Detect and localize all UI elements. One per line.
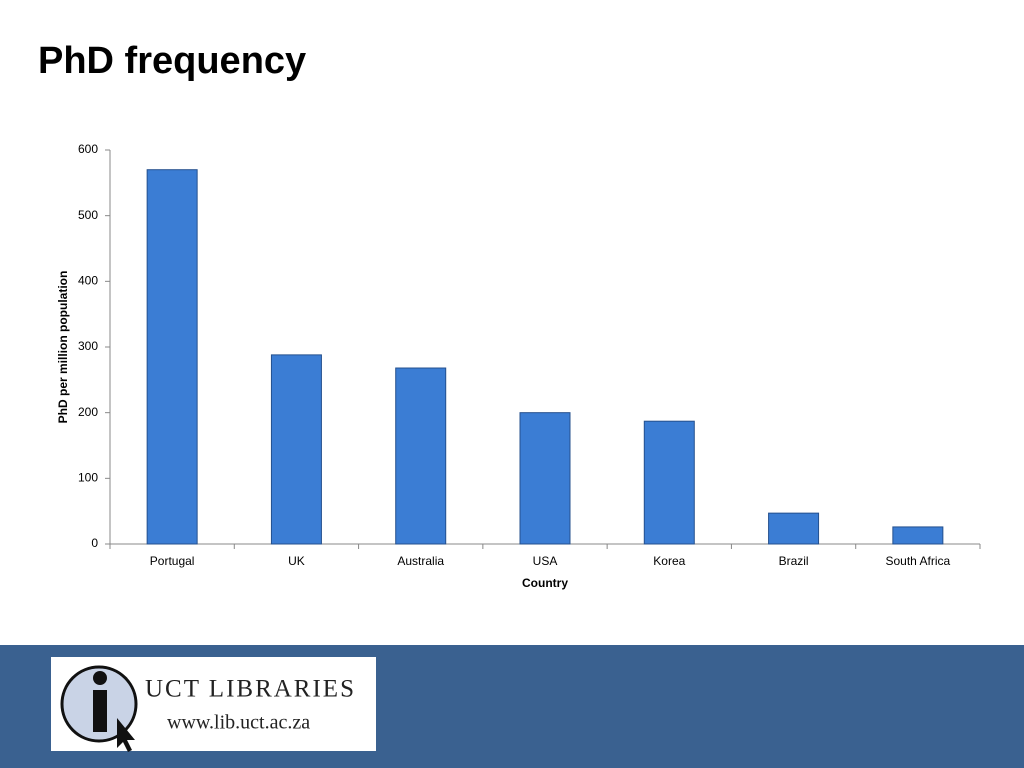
x-tick-label: USA [533, 554, 558, 568]
x-tick-label: Australia [397, 554, 444, 568]
bar [892, 526, 944, 545]
logo-icon-stem [93, 690, 107, 732]
bar [643, 420, 695, 545]
bar [519, 412, 571, 545]
logo: UCT LIBRARIES www.lib.uct.ac.za [51, 657, 376, 752]
y-tick-label: 0 [91, 536, 98, 550]
x-tick-label: Korea [653, 554, 685, 568]
y-tick-label: 300 [78, 339, 98, 353]
x-axis-label: Country [522, 576, 568, 590]
y-tick-label: 100 [78, 471, 98, 485]
y-tick-label: 500 [78, 208, 98, 222]
y-tick-label: 400 [78, 274, 98, 288]
y-tick-label: 600 [78, 142, 98, 156]
x-tick-label: UK [288, 554, 305, 568]
logo-icon-dot [93, 671, 107, 685]
bar [270, 354, 322, 545]
x-tick-label: Brazil [779, 554, 809, 568]
bar [395, 367, 447, 545]
logo-name: UCT LIBRARIES [145, 676, 356, 703]
logo-cursor [117, 718, 135, 752]
y-tick-label: 200 [78, 405, 98, 419]
logo-url: www.lib.uct.ac.za [167, 712, 310, 734]
x-tick-label: South Africa [885, 554, 950, 568]
bar [146, 169, 198, 545]
slide-title: PhD frequency [38, 40, 306, 82]
bar [768, 512, 820, 545]
x-tick-label: Portugal [150, 554, 195, 568]
y-axis-label: PhD per million population [56, 271, 70, 424]
